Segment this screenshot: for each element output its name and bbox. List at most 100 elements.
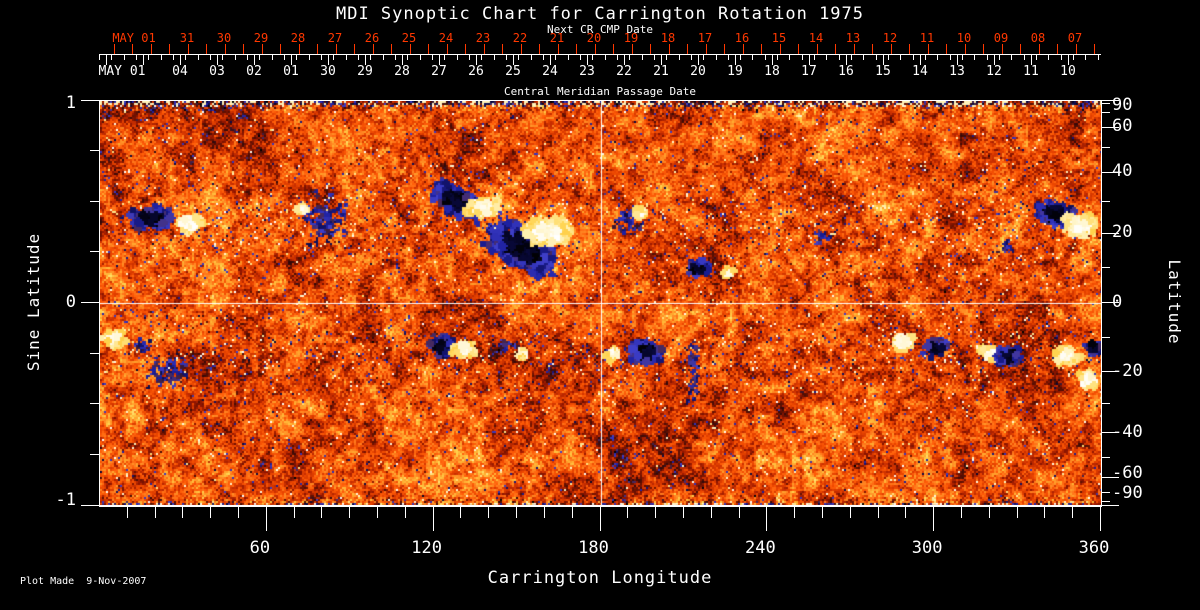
latitude-major-tick xyxy=(1101,232,1119,234)
cmp-date-label: 28 xyxy=(394,64,410,79)
longitude-minor-tick xyxy=(377,506,379,518)
next-cr-date-label: 21 xyxy=(549,31,565,45)
next-cr-date-label: 11 xyxy=(919,31,935,45)
next-cr-date-label: 10 xyxy=(956,31,972,45)
next-cr-date-label: MAY 01 xyxy=(112,31,156,45)
next-cr-tick xyxy=(705,44,707,54)
cmp-date-label: 26 xyxy=(468,64,484,79)
sine-latitude-minor-tick xyxy=(90,150,99,152)
next-cr-tick xyxy=(983,44,984,54)
cmp-minor-tick xyxy=(259,55,261,60)
cmp-minor-tick xyxy=(1011,55,1013,60)
next-cr-tick xyxy=(835,44,836,54)
next-cr-date-label: 19 xyxy=(623,31,639,45)
latitude-tick-label: -60 xyxy=(1112,463,1143,483)
latitude-major-tick xyxy=(1101,302,1119,303)
cmp-minor-tick xyxy=(974,55,976,60)
longitude-minor-tick xyxy=(905,506,907,518)
cmp-minor-tick xyxy=(518,55,520,60)
cmp-date-label: 20 xyxy=(690,64,706,79)
longitude-minor-tick xyxy=(516,506,518,518)
latitude-minor-tick xyxy=(1101,200,1110,202)
cmp-minor-tick xyxy=(801,55,803,60)
longitude-minor-tick xyxy=(460,506,462,518)
cmp-date-label: 03 xyxy=(209,64,225,79)
next-cr-date-label: 17 xyxy=(697,31,713,45)
longitude-minor-tick xyxy=(849,506,851,518)
next-cr-date-label: 22 xyxy=(512,31,528,45)
longitude-tick-label: 300 xyxy=(911,538,943,558)
cmp-minor-tick xyxy=(629,55,631,60)
longitude-minor-tick xyxy=(488,506,490,518)
next-cr-tick xyxy=(650,44,651,54)
cmp-minor-tick xyxy=(949,55,951,60)
cmp-minor-tick xyxy=(838,55,840,60)
cmp-minor-tick xyxy=(789,55,791,60)
cmp-minor-tick xyxy=(456,55,458,60)
next-cr-tick xyxy=(354,44,355,54)
longitude-axis-line xyxy=(99,505,1101,506)
next-cr-date-label: 26 xyxy=(364,31,380,45)
cmp-date-label: 30 xyxy=(320,64,336,79)
cmp-minor-tick xyxy=(962,55,964,60)
latitude-minor-tick xyxy=(1101,501,1110,503)
cmp-minor-tick xyxy=(752,55,754,60)
page-title: MDI Synoptic Chart for Carrington Rotati… xyxy=(335,4,865,24)
cmp-minor-tick xyxy=(333,55,335,60)
cmp-major-tick xyxy=(439,55,440,65)
latitude-major-tick xyxy=(1101,371,1119,373)
cmp-minor-tick xyxy=(851,55,853,60)
cmp-major-tick xyxy=(772,55,773,65)
latitude-minor-tick xyxy=(1101,492,1110,494)
cmp-date-label: 23 xyxy=(579,64,595,79)
cmp-major-tick xyxy=(291,55,292,65)
cmp-major-tick xyxy=(846,55,847,65)
cmp-minor-tick xyxy=(505,55,507,60)
next-cr-tick xyxy=(372,44,374,54)
cmp-major-tick xyxy=(735,55,736,65)
next-cr-tick xyxy=(927,44,929,54)
longitude-minor-tick xyxy=(1016,506,1018,518)
cmp-minor-tick xyxy=(1036,55,1038,60)
cmp-minor-tick xyxy=(197,55,199,60)
next-cr-tick xyxy=(317,44,318,54)
cmp-date-label: 02 xyxy=(246,64,262,79)
cmp-date-label: 11 xyxy=(1023,64,1039,79)
latitude-minor-tick xyxy=(1101,403,1110,405)
cmp-major-tick xyxy=(513,55,514,65)
cmp-minor-tick xyxy=(123,55,125,60)
next-cr-date-label: 20 xyxy=(586,31,602,45)
cmp-minor-tick xyxy=(641,55,643,60)
sine-latitude-major-tick xyxy=(81,504,99,506)
cmp-date-label: 13 xyxy=(949,64,965,79)
cmp-minor-tick xyxy=(209,55,211,60)
latitude-major-tick xyxy=(1101,171,1119,173)
cmp-major-tick xyxy=(180,55,181,65)
next-cr-tick xyxy=(594,44,596,54)
cmp-minor-tick xyxy=(900,55,902,60)
cmp-minor-tick xyxy=(493,55,495,60)
next-cr-tick xyxy=(1038,44,1040,54)
next-cr-tick xyxy=(428,44,429,54)
cmp-minor-tick xyxy=(542,55,544,60)
longitude-minor-tick xyxy=(321,506,323,518)
latitude-major-tick xyxy=(1101,99,1119,101)
longitude-minor-tick xyxy=(988,506,990,518)
cmp-major-tick xyxy=(587,55,588,65)
cmp-date-label: 19 xyxy=(727,64,743,79)
next-cr-date-label: 14 xyxy=(808,31,824,45)
next-cr-tick xyxy=(261,44,263,54)
longitude-major-tick xyxy=(265,506,267,531)
plot-area xyxy=(99,100,1102,507)
longitude-minor-tick xyxy=(627,506,629,518)
next-cr-tick xyxy=(779,44,781,54)
cmp-date-label: 27 xyxy=(431,64,447,79)
next-cr-tick xyxy=(132,44,133,54)
cmp-date-label: 24 xyxy=(542,64,558,79)
cmp-minor-tick xyxy=(863,55,865,60)
cmp-major-tick xyxy=(624,55,625,65)
next-cr-tick xyxy=(224,44,226,54)
next-cr-tick xyxy=(298,44,300,54)
cmp-minor-tick xyxy=(481,55,483,60)
